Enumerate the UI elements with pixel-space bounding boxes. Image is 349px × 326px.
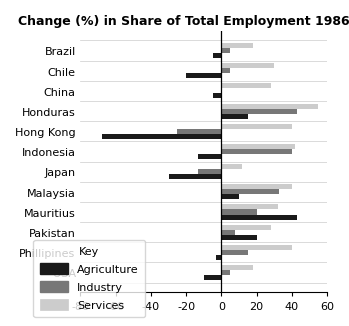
Bar [102,134,221,139]
Bar [169,174,221,180]
Bar [221,210,257,215]
Bar [221,235,257,240]
Bar [213,94,221,99]
Bar [221,245,292,250]
Bar [221,270,230,275]
Bar [186,74,221,79]
Bar [221,84,271,89]
Bar [221,250,248,255]
Bar [213,54,221,59]
Bar [221,205,278,210]
Bar [204,275,221,280]
Bar [221,104,318,109]
Bar [221,64,274,69]
Bar [221,190,280,195]
Bar [221,114,248,119]
Bar [221,185,292,190]
Bar [221,225,271,230]
Bar [221,69,230,74]
Bar [199,155,221,159]
Bar [221,149,292,155]
Bar [221,124,292,129]
Bar [221,215,297,220]
Bar [221,265,253,270]
Bar [221,230,236,235]
Bar [221,165,243,170]
Bar [199,170,221,174]
Bar [221,44,253,49]
Title: Change (%) in Share of Total Employment 1986–1996: Change (%) in Share of Total Employment … [17,15,349,28]
Bar [177,129,221,134]
Legend: Agriculture, Industry, Services: Agriculture, Industry, Services [34,240,145,317]
Bar [221,49,230,54]
Bar [216,255,221,260]
Bar [221,109,297,114]
Bar [221,144,295,149]
Bar [221,195,239,200]
